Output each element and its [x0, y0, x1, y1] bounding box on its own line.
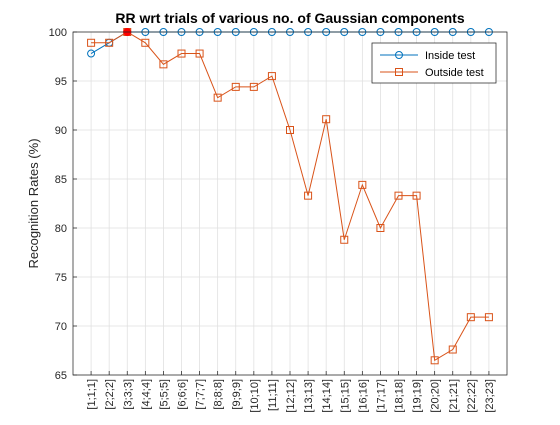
y-tick-label: 70 [55, 321, 67, 333]
x-tick-label: [8;8;8] [213, 379, 225, 410]
data-point-outside-test [159, 60, 168, 69]
y-axis: 65 70 75 80 85 90 95 100 [49, 27, 77, 382]
data-point-outside-test [358, 180, 367, 189]
x-tick-label: [1;1;1] [86, 379, 98, 410]
data-point-outside-test [267, 72, 276, 81]
y-tick-label: 100 [49, 27, 67, 39]
data-point-outside-test [466, 313, 475, 322]
x-tick-label: [16;16] [357, 379, 369, 413]
x-tick-label: [23;23] [484, 379, 496, 413]
y-tick-label: 75 [55, 272, 67, 284]
x-tick-label: [20;20] [430, 379, 442, 413]
legend-marker-inside-test [395, 51, 403, 59]
chart-title: RR wrt trials of various no. of Gaussian… [115, 10, 464, 26]
data-point-outside-test [177, 49, 186, 58]
legend-box [371, 42, 497, 84]
x-tick-label: [6;6;6] [177, 379, 189, 410]
x-tick-label: [17;17] [375, 379, 387, 413]
grid [73, 31, 507, 376]
data-point-outside-test [249, 82, 258, 91]
series-line-outside-test [91, 31, 489, 362]
data-point-outside-test [376, 224, 385, 232]
x-tick-label: [15;15] [339, 379, 351, 413]
x-tick-label: [7;7;7] [195, 379, 207, 410]
x-tick-label: [11;11] [267, 379, 279, 411]
x-axis: [1;1;1] [2;2;2] [3;3;3] [4;4;4] [5;5;5] [6;6;… [86, 371, 496, 413]
x-tick-label: [12;12] [285, 379, 297, 413]
x-tick-label: [3;3;3] [122, 379, 134, 410]
y-tick-label: 65 [55, 370, 67, 382]
x-tick-label: [21;21] [448, 379, 460, 413]
x-tick-label: [9;9;9] [231, 379, 243, 410]
data-point-outside-test [286, 126, 294, 134]
y-tick-label: 80 [55, 223, 67, 235]
data-point-outside-test [231, 82, 240, 91]
y-axis-label: Recognition Rates (%) [26, 138, 41, 268]
x-tick-label: [4;4;4] [140, 379, 152, 410]
x-tick-label: [10;10] [249, 379, 261, 413]
x-tick-label: [5;5;5] [158, 379, 170, 410]
legend-entry-inside-test: Inside test [425, 50, 475, 62]
x-tick-label: [13;13] [303, 379, 315, 413]
y-tick-label: 95 [55, 76, 67, 88]
y-tick-label: 85 [55, 174, 67, 186]
legend: Inside test Outside test [371, 42, 497, 84]
data-point-outside-test [340, 235, 349, 244]
data-point-outside-test [195, 49, 204, 58]
x-tick-label: [2;2;2] [104, 379, 116, 410]
x-tick-label: [18;18] [394, 379, 406, 413]
data-point-outside-test [304, 191, 313, 200]
data-point-inside-test [87, 49, 96, 58]
x-tick-label: [14;14] [321, 379, 333, 413]
data-point-outside-test [394, 191, 403, 200]
data-point-outside-test [484, 313, 493, 322]
legend-marker-outside-test [395, 68, 403, 76]
x-tick-label: [19;19] [412, 379, 424, 413]
data-point-outside-test [448, 345, 457, 354]
data-point-outside-test [213, 93, 222, 102]
data-point-outside-test [430, 356, 439, 365]
data-point-outside-test [322, 115, 331, 124]
x-tick-label: [22;22] [466, 379, 478, 413]
data-point-outside-test [141, 38, 150, 47]
y-tick-label: 90 [55, 125, 67, 137]
legend-entry-outside-test: Outside test [425, 67, 484, 79]
data-point-outside-test [105, 38, 114, 47]
data-point-outside-test [412, 191, 421, 200]
data-point-outside-test [87, 38, 96, 47]
